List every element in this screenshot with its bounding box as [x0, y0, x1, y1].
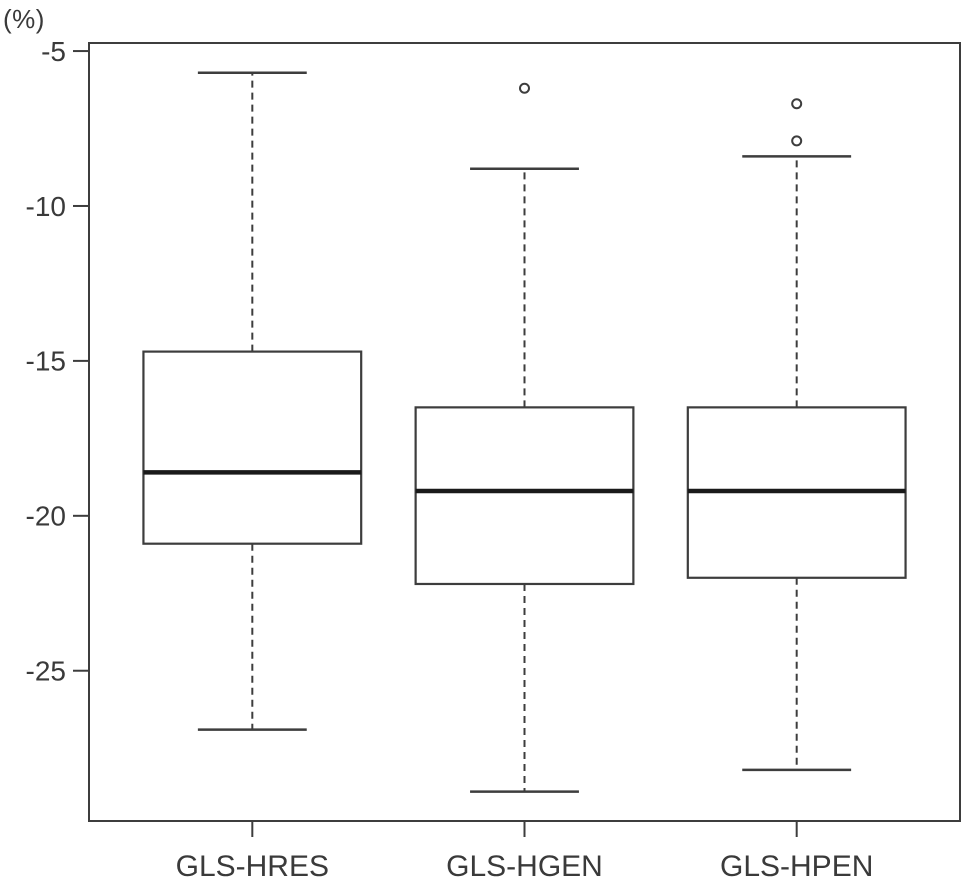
- y-axis-tick-label: -20: [26, 501, 66, 532]
- iqr-box: [414, 406, 635, 586]
- x-category-label: GLS-HRES: [176, 850, 329, 883]
- y-axis-unit-label: (%): [3, 4, 45, 34]
- outlier-point: [791, 98, 803, 110]
- x-category-label: GLS-HGEN: [446, 850, 603, 883]
- outlier-point: [519, 82, 530, 94]
- outlier-point: [791, 135, 803, 147]
- box-group-GLS-HRES: [142, 71, 363, 731]
- y-axis-tick-label: -5: [41, 36, 66, 67]
- y-axis-tick-label: -25: [26, 656, 66, 687]
- y-axis-tick-label: -15: [26, 346, 66, 377]
- box-group-GLS-HPEN: [686, 98, 907, 772]
- iqr-box: [142, 350, 363, 545]
- x-category-label: GLS-HPEN: [720, 850, 873, 883]
- y-axis-tick-label: -10: [26, 191, 66, 222]
- box-group-GLS-HGEN: [414, 82, 635, 793]
